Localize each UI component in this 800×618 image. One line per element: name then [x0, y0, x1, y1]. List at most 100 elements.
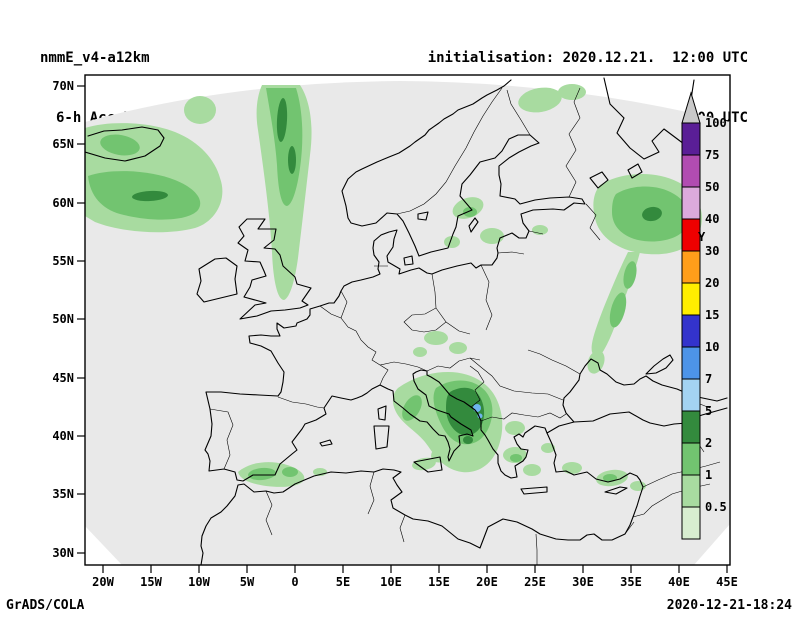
lon-tick-label: 0: [291, 575, 298, 589]
border-lines: [209, 87, 721, 565]
precip-cell: [463, 436, 473, 444]
coastline-ireland: [196, 257, 238, 303]
precip-cell: [642, 206, 662, 222]
precip-dinaric-dark-core: [446, 387, 485, 436]
coastline-iceland: [85, 126, 165, 162]
colorbar-segment: [681, 314, 701, 348]
colorbar-segment: [681, 506, 701, 540]
precip-cell: [623, 261, 637, 289]
colorbar-label: 0.5: [705, 500, 727, 514]
coastline-italy-adriatic-greece: [379, 369, 728, 479]
colorbar-segment: [681, 250, 701, 284]
model-domain-area: [85, 81, 730, 565]
coastline-turkey-levant-africa: [200, 432, 644, 565]
precip-heavy-spot: [473, 404, 481, 412]
plot-timestamp: 2020-12-21-18:24: [666, 598, 792, 613]
precip-cell: [603, 474, 617, 482]
precip-cell: [100, 134, 140, 156]
precip-cell: [480, 228, 504, 244]
precip-cell: [505, 421, 525, 435]
precip-cell: [523, 464, 541, 476]
precip-cell: [424, 331, 448, 345]
lon-tick-label: 35E: [620, 575, 642, 589]
lon-tick-label: 20E: [476, 575, 498, 589]
lon-tick-label: 10W: [188, 575, 210, 589]
colorbar-overflow-arrow: [681, 91, 701, 124]
precip-cell: [282, 467, 298, 477]
model-name: nmmE_v4-a12km: [40, 50, 150, 66]
init-time-label: initialisation: 2020.12.21. 12:00 UTC: [427, 50, 748, 66]
precip-cell: [518, 87, 562, 113]
colorbar-segment: [681, 282, 701, 316]
precip-dark-layer: [132, 98, 662, 444]
lat-tick-label: 50N: [52, 312, 74, 326]
lat-tick-label: 70N: [52, 79, 74, 93]
lat-tick-label: 30N: [52, 546, 74, 560]
precip-cell: [276, 98, 288, 142]
colorbar-label: 20: [705, 276, 719, 290]
colorbar-segment: [681, 442, 701, 476]
lon-tick-label: 5W: [240, 575, 255, 589]
lon-tick-label: 10E: [380, 575, 402, 589]
precip-cell: [449, 342, 467, 354]
lat-tick-label: 45N: [52, 371, 74, 385]
coastline-black-sea-north: [562, 354, 728, 423]
coastline-iberia-westmed: [204, 384, 381, 482]
colorbar-segment: [681, 154, 701, 188]
precip-cell: [132, 190, 168, 202]
colorbar-label: 75: [705, 148, 719, 162]
colorbar-label: 15: [705, 308, 719, 322]
lon-tick-label: 40E: [668, 575, 690, 589]
precip-cell: [463, 207, 477, 217]
colorbar-segment: [681, 410, 701, 444]
colorbar-segment: [681, 346, 701, 380]
stray-label: Y: [698, 230, 706, 244]
lon-tick-label: 15W: [140, 575, 162, 589]
coastline-islands-lakes: [319, 163, 643, 495]
country-borders: [209, 87, 721, 565]
precip-cell: [288, 146, 296, 174]
lat-tick-label: 40N: [52, 429, 74, 443]
precip-cell: [609, 292, 627, 328]
lat-tick-label: 55N: [52, 254, 74, 268]
colorbar-label: 30: [705, 244, 719, 258]
colorbar-segment: [681, 186, 701, 220]
precip-cell: [402, 395, 422, 421]
lat-tick-label: 60N: [52, 196, 74, 210]
lon-tick-label: 25E: [524, 575, 546, 589]
lon-tick-label: 5E: [336, 575, 350, 589]
colorbar-label: 50: [705, 180, 719, 194]
precip-cell: [562, 462, 582, 474]
lon-axis: 20W 15W 10W 5W 0 5E 10E 15E 20E 25E 30E 35E 40E 45E: [92, 565, 738, 589]
precip-cell: [630, 481, 646, 491]
lon-tick-label: 15E: [428, 575, 450, 589]
precip-cell: [444, 236, 460, 248]
colorbar-segment: [681, 378, 701, 412]
colorbar-label: 40: [705, 212, 719, 226]
precip-cell: [248, 467, 276, 481]
precip-cell: [413, 347, 427, 357]
colorbar-segment: [681, 122, 701, 156]
precip-cell: [510, 454, 522, 462]
lat-axis: 70N 65N 60N 55N 50N 45N 40N 35N 30N: [52, 79, 85, 560]
colorbar-label: 10: [705, 340, 719, 354]
lon-tick-label: 30E: [572, 575, 594, 589]
lon-tick-label: 20W: [92, 575, 114, 589]
precip-cell: [558, 84, 586, 100]
precip-norway-core: [266, 88, 303, 206]
coastlines: [85, 77, 728, 565]
map-content: [85, 77, 730, 565]
colorbar-label: 5: [705, 404, 712, 418]
precip-cell: [184, 96, 216, 124]
coastline-europe-mainland: [248, 79, 586, 397]
lat-tick-label: 65N: [52, 137, 74, 151]
lon-tick-label: 45E: [716, 575, 738, 589]
grads-credit: GrADS/COLA: [6, 598, 85, 613]
colorbar-label: 7: [705, 372, 712, 386]
colorbar-label: 1: [705, 468, 712, 482]
coastline-britain: [237, 218, 312, 320]
map-frame: [84, 74, 731, 566]
